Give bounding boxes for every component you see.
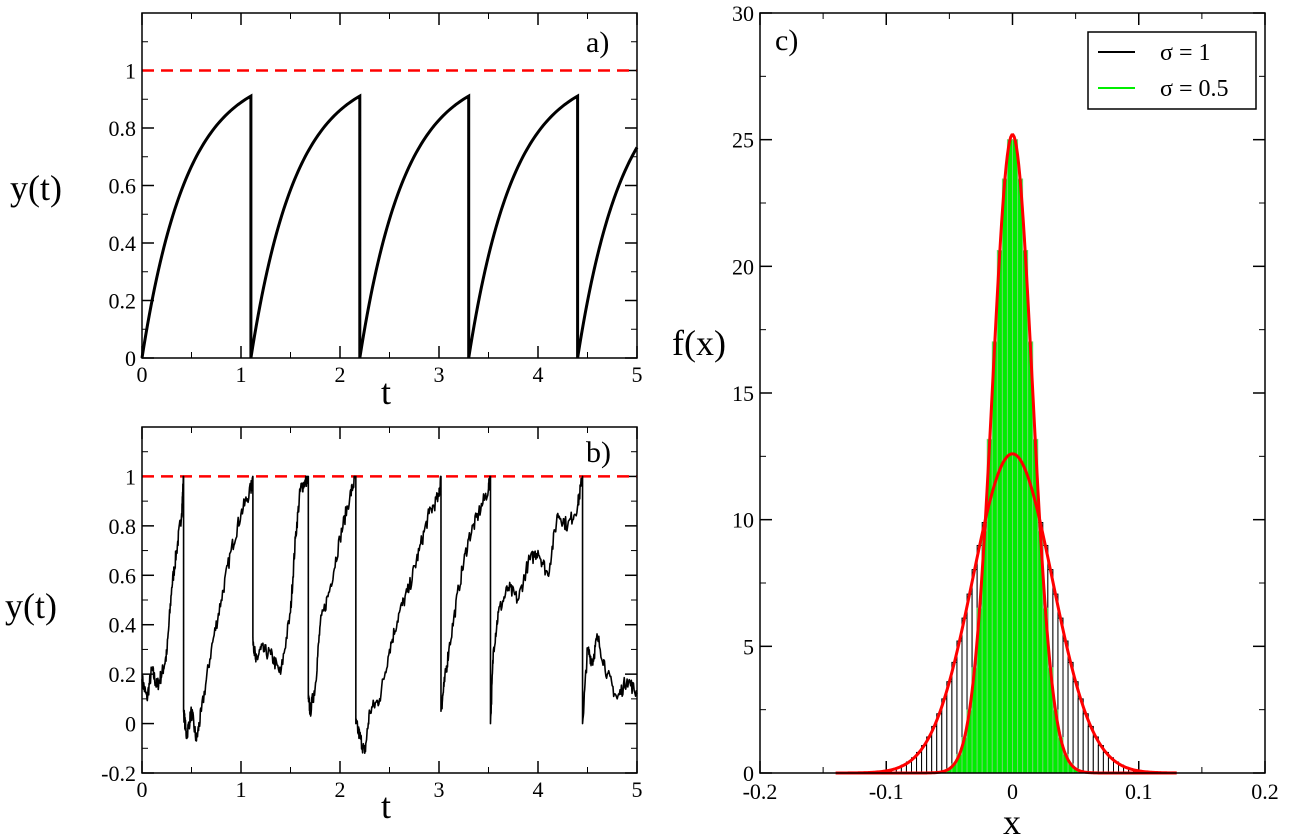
legend-label-sigma-1: σ = 1	[1160, 40, 1210, 66]
panel-c-bar-sigma-1	[936, 713, 943, 774]
b-ytick-label: 0.8	[109, 514, 137, 539]
b-xtick-label: 3	[434, 777, 445, 802]
c-xtick-label: 0	[1007, 779, 1018, 804]
c-xtick-label: -0.1	[869, 779, 904, 804]
panel-c-frame	[759, 12, 1266, 774]
panel-c-bar-sigma-1	[1077, 698, 1084, 774]
a-ytick-label: 0.8	[109, 116, 137, 141]
b-xtick-label: 2	[335, 777, 346, 802]
panel-b-ticks	[141, 427, 638, 774]
c-xtick-label: 0.2	[1251, 779, 1279, 804]
b-ytick-label: 1	[125, 464, 136, 489]
b-ytick-label: 0	[125, 712, 136, 737]
panel-c-bars-layer	[880, 139, 1145, 774]
panel-c-ytick-labels: 0 5 10 15 20 25 30	[732, 1, 754, 786]
b-xtick-label: 4	[533, 777, 544, 802]
c-xtick-label: 0.1	[1125, 779, 1153, 804]
panel-b-xtick-labels: 0 1 2 3 4 5	[137, 777, 643, 802]
panel-a-xtick-labels: 0 1 2 3 4 5	[137, 362, 643, 387]
b-ytick-label: 0.6	[109, 563, 137, 588]
c-ytick-label: 0	[743, 761, 754, 786]
panel-c-bar-sigma-0-5	[996, 249, 1003, 774]
panel-c-bar-sigma-1	[946, 681, 953, 774]
panel-b-frame	[141, 426, 638, 774]
panel-a-ticks	[141, 13, 638, 359]
panel-a-xlabel: t	[381, 372, 391, 412]
panel-c: c) f(x) x -0.2 -0.1 0 0.1 0.2 0 5 10 15 20 25 30 σ…	[672, 1, 1279, 839]
panel-c-bar-sigma-1	[1072, 681, 1079, 774]
panel-c-bar-sigma-0-5	[1017, 178, 1024, 774]
panel-a-series-line	[140, 93, 639, 359]
panel-c-xlabel: x	[1003, 802, 1021, 839]
a-ytick-label: 0.4	[109, 231, 137, 256]
c-xtick-label: -0.2	[743, 779, 778, 804]
panel-a-ytick-labels: 0 0.2 0.4 0.6 0.8 1	[109, 59, 137, 372]
panel-c-bar-sigma-0-5	[1001, 178, 1008, 774]
panel-b-xlabel: t	[381, 786, 391, 826]
c-ytick-label: 10	[732, 508, 754, 533]
panel-c-bar-sigma-1	[1067, 661, 1074, 774]
c-ytick-label: 15	[732, 381, 754, 406]
panel-b-series-layer	[141, 475, 638, 755]
b-xtick-label: 1	[236, 777, 247, 802]
panel-b-series-line	[141, 475, 638, 755]
c-ytick-label: 25	[732, 128, 754, 153]
a-xtick-label: 0	[137, 362, 148, 387]
c-ytick-label: 20	[732, 254, 754, 279]
panel-b-ytick-labels: -0.2 0 0.2 0.4 0.6 0.8 1	[101, 464, 136, 786]
panel-a-frame	[141, 12, 638, 359]
a-xtick-label: 4	[533, 362, 544, 387]
legend: σ = 1 σ = 0.5	[1087, 31, 1257, 110]
panel-a-ylabel: y(t)	[10, 168, 62, 208]
panel-c-bar-sigma-0-5	[991, 341, 998, 774]
a-ytick-label: 1	[125, 59, 136, 84]
panel-b-label: b)	[586, 436, 611, 469]
b-xtick-label: 0	[137, 777, 148, 802]
a-xtick-label: 2	[335, 362, 346, 387]
panel-b-ylabel: y(t)	[5, 586, 57, 626]
panel-c-ylabel: f(x)	[672, 323, 726, 363]
panel-a: a) y(t) t 0 1 2 3 4 5 0 0.2 0.4 0.6 0.8 1	[10, 12, 643, 412]
b-ytick-label: 0.4	[109, 613, 137, 638]
b-xtick-label: 5	[632, 777, 643, 802]
panel-c-bar-sigma-0-5	[1022, 249, 1029, 774]
b-ytick-label: -0.2	[101, 761, 136, 786]
a-ytick-label: 0	[125, 346, 136, 371]
panel-c-bar-sigma-1	[1082, 713, 1089, 774]
c-ytick-label: 30	[732, 1, 754, 26]
c-ytick-label: 5	[743, 634, 754, 659]
b-ytick-label: 0.2	[109, 662, 137, 687]
panel-c-bar-sigma-1	[941, 698, 948, 774]
a-ytick-label: 0.2	[109, 289, 137, 314]
panel-c-xtick-labels: -0.2 -0.1 0 0.1 0.2	[743, 779, 1279, 804]
panel-c-fit-sigma-1	[835, 452, 1177, 775]
panel-a-series-layer	[140, 93, 639, 359]
legend-box	[1087, 31, 1257, 110]
a-xtick-label: 5	[632, 362, 643, 387]
panel-a-label: a)	[586, 26, 609, 59]
panel-c-bar-sigma-0-5	[1027, 341, 1034, 774]
legend-label-sigma-0-5: σ = 0.5	[1160, 76, 1228, 102]
a-xtick-label: 1	[236, 362, 247, 387]
a-xtick-label: 3	[434, 362, 445, 387]
a-ytick-label: 0.6	[109, 174, 137, 199]
panel-c-label: c)	[775, 24, 798, 57]
panel-c-bar-sigma-1	[951, 661, 958, 774]
